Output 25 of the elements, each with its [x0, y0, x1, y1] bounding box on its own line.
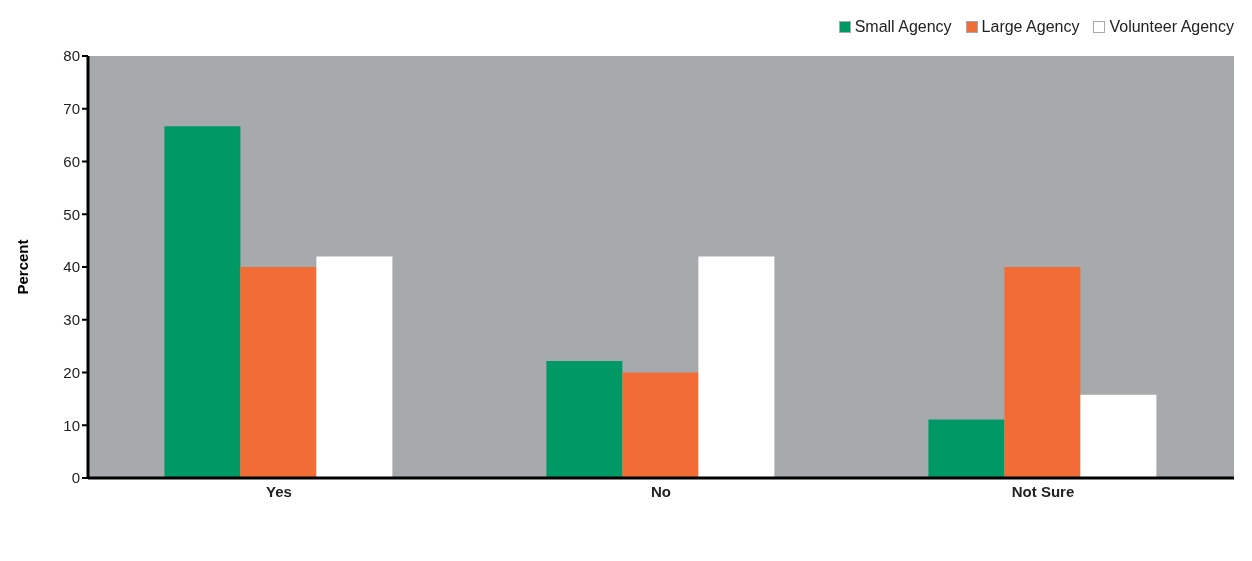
x-tick-label: Yes: [266, 482, 292, 500]
y-tick-label: 40: [63, 258, 80, 276]
bar: [164, 126, 241, 478]
legend-label: Volunteer Agency: [1109, 18, 1234, 36]
bar: [546, 360, 623, 478]
bar: [316, 256, 393, 478]
bar: [928, 419, 1005, 478]
bar: [240, 267, 317, 478]
y-tick-label: 30: [63, 311, 80, 329]
y-axis-title: Percent: [14, 239, 32, 295]
bar: [698, 256, 775, 478]
y-tick-label: 60: [63, 152, 80, 170]
y-tick-label: 70: [63, 100, 80, 118]
bar: [1080, 394, 1157, 478]
y-tick-label: 0: [71, 469, 80, 487]
y-tick-label: 80: [63, 47, 80, 65]
x-tick-label: Not Sure: [1011, 482, 1075, 500]
bar: [1004, 267, 1081, 478]
y-tick-label: 20: [63, 363, 80, 381]
bar: [622, 372, 699, 478]
x-tick-label: No: [651, 482, 671, 500]
legend-label: Large Agency: [981, 18, 1080, 36]
y-tick-label: 10: [63, 416, 80, 434]
legend-label: Small Agency: [854, 18, 952, 36]
y-tick-label: 50: [63, 205, 80, 223]
